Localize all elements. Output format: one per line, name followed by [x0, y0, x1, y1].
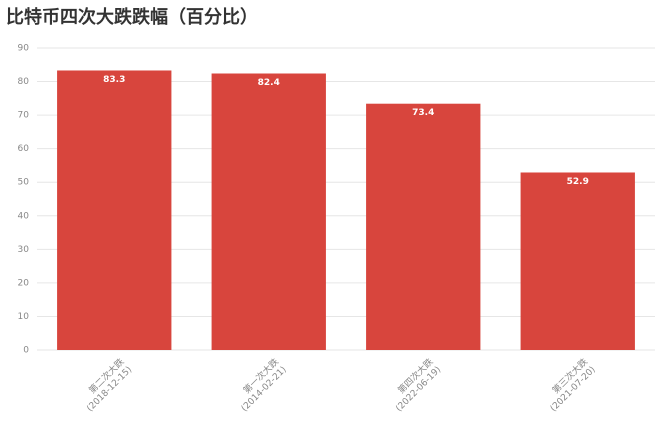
bar — [366, 103, 481, 350]
y-tick-label: 10 — [18, 312, 30, 322]
y-tick-label: 0 — [23, 346, 29, 356]
y-tick-label: 50 — [18, 178, 30, 188]
x-tick-label: 第二次大跌(2018-12-15) — [76, 355, 134, 413]
value-label: 52.9 — [567, 177, 589, 187]
value-label: 73.4 — [412, 108, 434, 118]
y-tick-label: 90 — [18, 44, 30, 54]
y-tick-label: 40 — [18, 211, 30, 221]
chart-title: 比特币四次大跌跌幅（百分比） — [6, 6, 258, 28]
y-tick-label: 30 — [18, 245, 30, 255]
bar — [57, 70, 172, 350]
x-tick-label: 第三次大跌(2021-07-20) — [539, 355, 597, 413]
x-tick-label: 第一次大跌(2014-02-21) — [230, 355, 288, 413]
y-tick-label: 60 — [18, 144, 30, 154]
y-tick-label: 70 — [18, 111, 30, 121]
y-tick-label: 20 — [18, 278, 30, 288]
bar — [520, 172, 635, 350]
value-label: 83.3 — [103, 75, 125, 85]
bar — [211, 73, 326, 350]
x-tick-label: 第四次大跌(2022-06-19) — [385, 355, 443, 413]
value-label: 82.4 — [258, 78, 280, 88]
y-tick-label: 80 — [18, 77, 30, 87]
